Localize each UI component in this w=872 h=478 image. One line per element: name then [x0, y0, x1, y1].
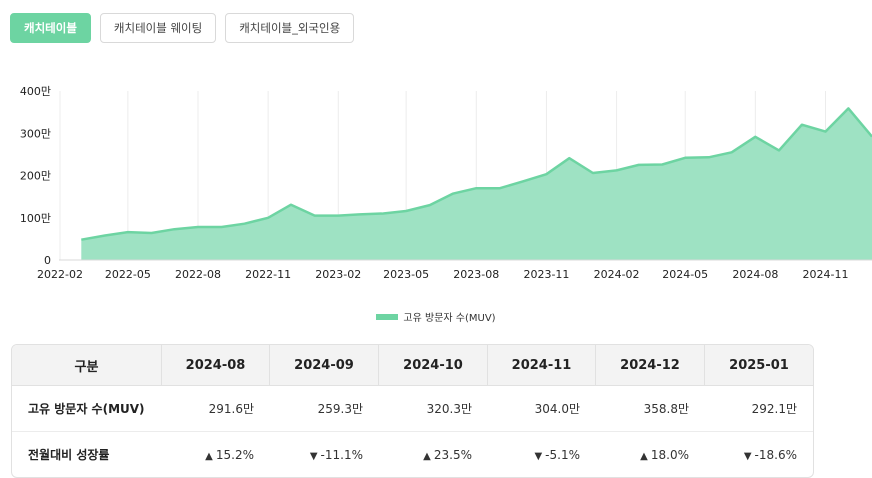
growth-value: 15.2%: [215, 447, 254, 462]
tab-catchtable[interactable]: 캐치테이블: [10, 13, 91, 43]
y-tick-label: 200만: [20, 170, 51, 183]
tab-bar: 캐치테이블 캐치테이블 웨이팅 캐치테이블_외국인용: [10, 13, 355, 43]
table-header-month: 2024-12: [596, 345, 705, 386]
chart-legend[interactable]: 고유 방문자 수(MUV): [0, 309, 872, 324]
row-label: 고유 방문자 수(MUV): [12, 386, 162, 432]
x-tick-label: 2022-08: [175, 268, 221, 281]
series-line: [81, 107, 872, 241]
x-tick-label: 2024-11: [803, 268, 849, 281]
legend-label: 고유 방문자 수(MUV): [403, 313, 496, 324]
up-arrow-icon: ▲: [205, 450, 213, 462]
x-tick-label: 2023-11: [523, 268, 569, 281]
table-cell: 259.3만: [270, 386, 379, 432]
down-arrow-icon: ▼: [743, 450, 752, 462]
table-row: 고유 방문자 수(MUV) 291.6만 259.3만 320.3만 304.0…: [12, 386, 813, 432]
growth-value: 23.5%: [433, 447, 472, 462]
down-arrow-icon: ▼: [534, 450, 543, 462]
up-arrow-icon: ▲: [423, 450, 431, 462]
table-cell: 292.1만: [705, 386, 813, 432]
table-header-month: 2024-10: [379, 345, 488, 386]
table-header-month: 2024-11: [488, 345, 596, 386]
x-tick-label: 2024-08: [732, 268, 778, 281]
tab-catchtable-foreigner[interactable]: 캐치테이블_외국인용: [225, 13, 355, 43]
growth-value: -5.1%: [545, 447, 580, 462]
table-header-month: 2025-01: [705, 345, 813, 386]
y-tick-label: 100만: [20, 212, 51, 225]
table-header-month: 2024-09: [270, 345, 379, 386]
x-tick-label: 2024-02: [594, 268, 640, 281]
table-cell: 291.6만: [162, 386, 270, 432]
growth-cell: ▲ 23.5%: [379, 432, 488, 477]
growth-value: 18.0%: [650, 447, 689, 462]
up-arrow-icon: ▲: [640, 450, 648, 462]
table-cell: 320.3만: [379, 386, 488, 432]
growth-value: -18.6%: [754, 447, 797, 462]
table-header-label: 구분: [12, 345, 162, 386]
growth-cell: ▲ 15.2%: [162, 432, 270, 477]
table-row: 전월대비 성장률 ▲ 15.2% ▼ -11.1% ▲ 23.5% ▼ -5.1% ▲ 1…: [12, 432, 813, 477]
growth-cell: ▼ -18.6%: [705, 432, 813, 477]
down-arrow-icon: ▼: [309, 450, 318, 462]
table-cell: 358.8만: [596, 386, 705, 432]
x-tick-label: 2022-05: [105, 268, 151, 281]
x-tick-label: 2024-05: [662, 268, 708, 281]
tab-catchtable-waiting[interactable]: 캐치테이블 웨이팅: [99, 13, 217, 43]
x-tick-label: 2023-05: [383, 268, 429, 281]
legend-swatch: [376, 313, 399, 320]
row-label: 전월대비 성장률: [28, 448, 110, 462]
y-tick-label: 0: [44, 254, 51, 267]
series-area: [81, 108, 872, 260]
muv-area-chart: 0 100만 200만 300만 400만 2022-02 2022-05 2022-08 20…: [20, 85, 872, 281]
table-cell: 304.0만: [488, 386, 596, 432]
x-tick-label: 2023-02: [315, 268, 361, 281]
growth-cell: ▲ 18.0%: [596, 432, 705, 477]
table-header-row: 구분 2024-08 2024-09 2024-10 2024-11 2024-…: [12, 345, 813, 386]
x-tick-label: 2022-02: [37, 268, 83, 281]
growth-cell: ▼ -5.1%: [488, 432, 596, 477]
muv-table: 구분 2024-08 2024-09 2024-10 2024-11 2024-…: [11, 344, 814, 478]
table-header-month: 2024-08: [162, 345, 270, 386]
growth-value: -11.1%: [320, 447, 363, 462]
y-tick-label: 400만: [20, 85, 51, 98]
growth-cell: ▼ -11.1%: [270, 432, 379, 477]
x-tick-label: 2022-11: [245, 268, 291, 281]
y-tick-label: 300만: [20, 127, 51, 140]
x-tick-label: 2023-08: [453, 268, 499, 281]
